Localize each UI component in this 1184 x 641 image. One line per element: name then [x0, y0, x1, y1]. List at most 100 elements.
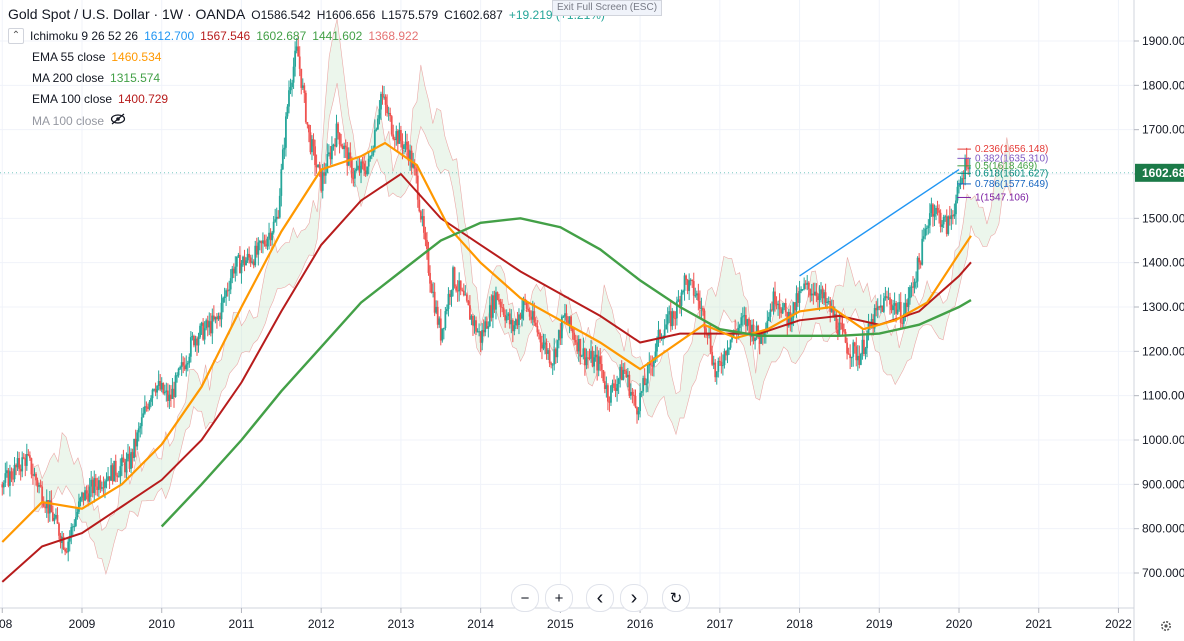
candle-body: [841, 323, 844, 330]
candle: [723, 348, 726, 369]
candle: [317, 164, 320, 168]
candle-body: [65, 551, 68, 553]
indicator-ema55[interactable]: EMA 55 close 1460.534: [32, 50, 161, 64]
candle-body: [559, 330, 562, 339]
candle: [128, 446, 131, 473]
candle: [502, 303, 505, 317]
reset-toolbar: ↻: [662, 584, 690, 612]
zoom-toolbar: − +: [511, 584, 573, 612]
chevron-up-icon[interactable]: ⌃: [8, 28, 24, 44]
candle-body: [539, 334, 542, 343]
candle-body: [580, 355, 583, 357]
candle-body: [117, 476, 120, 478]
candle: [537, 329, 540, 340]
candle: [467, 299, 470, 306]
indicator-ma100-hidden[interactable]: MA 100 close: [32, 113, 126, 128]
candle: [744, 307, 747, 336]
gear-icon[interactable]: [1157, 617, 1175, 635]
candle-body: [148, 401, 151, 409]
candle-body: [55, 514, 57, 518]
candle-body: [709, 332, 712, 352]
candle: [879, 294, 882, 314]
indicator-ichimoku[interactable]: ⌃ Ichimoku 9 26 52 26 1612.700 1567.546 …: [8, 28, 418, 44]
scroll-right-button[interactable]: ›: [620, 584, 648, 612]
candle-body: [948, 216, 951, 220]
indicator-name: Ichimoku 9 26 52 26: [30, 29, 139, 43]
candle: [781, 302, 784, 315]
candle: [82, 492, 85, 506]
candle-body: [600, 363, 603, 371]
candle-body: [134, 438, 137, 447]
candle: [928, 203, 931, 234]
candle: [645, 378, 648, 393]
indicator-ma200[interactable]: MA 200 close 1315.574: [32, 71, 160, 85]
candle-body: [166, 390, 169, 401]
candle-body: [826, 301, 829, 303]
candle-body: [574, 339, 577, 343]
candle: [429, 265, 431, 293]
ma200-line: [160, 217, 972, 528]
candle-body: [272, 221, 275, 233]
candle-body: [659, 329, 661, 339]
candle-body: [924, 228, 927, 237]
candle-body: [127, 453, 129, 459]
reset-chart-button[interactable]: ↻: [662, 584, 690, 612]
candle-body: [748, 319, 750, 326]
candle: [959, 176, 962, 190]
candle-body: [337, 123, 339, 133]
candle-body: [761, 331, 764, 337]
candle-body: [174, 375, 177, 398]
candle: [942, 214, 945, 229]
indicator-ema100[interactable]: EMA 100 close 1400.729: [32, 92, 168, 106]
candle: [19, 464, 22, 481]
zoom-out-button[interactable]: −: [511, 584, 539, 612]
candle: [614, 379, 617, 398]
exit-fullscreen-button[interactable]: Exit Full Screen (ESC): [552, 0, 663, 16]
candle: [777, 300, 779, 316]
candle: [426, 231, 428, 260]
candle-body: [232, 268, 235, 274]
candle-body: [459, 280, 462, 290]
candle: [383, 85, 385, 100]
candle-body: [142, 413, 145, 418]
candle: [689, 278, 692, 286]
candle: [608, 396, 611, 412]
candle-body: [547, 350, 549, 354]
candle: [623, 362, 626, 375]
candle: [120, 454, 123, 476]
candle: [288, 80, 290, 114]
candle-body: [795, 293, 798, 311]
candle-body: [905, 302, 908, 308]
candle-body: [442, 328, 445, 330]
candle-body: [698, 300, 701, 309]
candle: [116, 472, 119, 483]
candle-body: [323, 172, 326, 176]
symbol-header: Gold Spot / U.S. Dollar · 1W · OANDA O15…: [8, 6, 605, 22]
ohlc-close: C1602.687: [444, 8, 503, 22]
candle: [916, 256, 919, 288]
candle: [692, 272, 695, 304]
scroll-left-button[interactable]: ‹: [586, 584, 614, 612]
candle-body: [628, 374, 631, 396]
candle: [1, 481, 4, 496]
candle-body: [229, 278, 232, 290]
candle-body: [286, 106, 289, 117]
candle: [456, 280, 459, 302]
eye-hidden-icon[interactable]: [110, 113, 126, 128]
candle-body: [961, 178, 963, 184]
candle-body: [223, 296, 226, 299]
candle: [240, 260, 243, 284]
candle: [619, 364, 622, 388]
candle: [665, 314, 668, 330]
zoom-in-button[interactable]: +: [545, 584, 573, 612]
candle-body: [18, 458, 21, 469]
candle: [114, 454, 117, 483]
candle: [248, 246, 251, 264]
candle-body: [925, 227, 928, 229]
candle: [283, 137, 286, 160]
candle: [820, 282, 822, 303]
candle: [275, 207, 278, 226]
candle: [108, 476, 111, 490]
candle: [48, 490, 51, 522]
